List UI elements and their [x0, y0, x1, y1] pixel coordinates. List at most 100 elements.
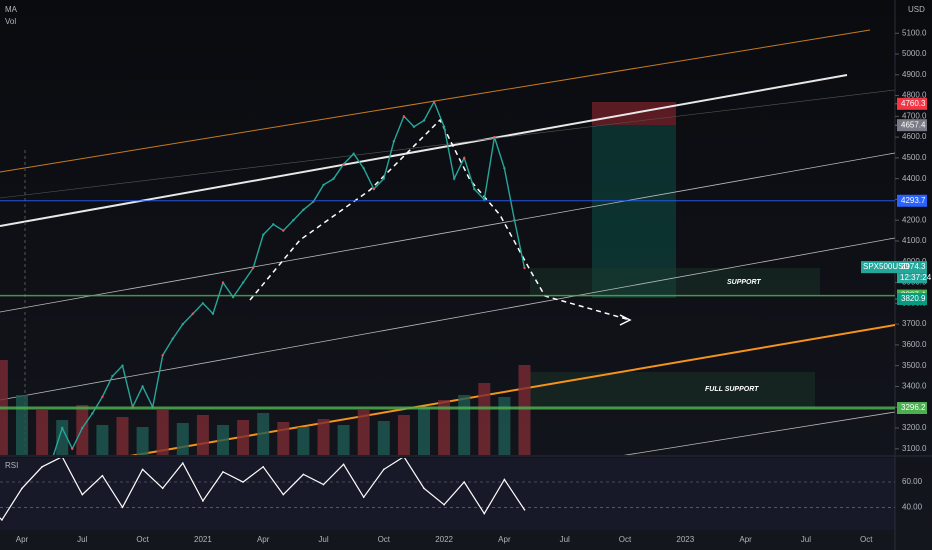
rsi-point [463, 481, 466, 483]
price-point [81, 426, 84, 430]
x-tick-label: Apr [257, 535, 270, 544]
price-point [332, 177, 335, 180]
volume-bar [418, 407, 430, 455]
volume-bar [498, 397, 511, 455]
volume-bar [176, 423, 189, 455]
price-point [91, 412, 94, 415]
volume-bar [377, 421, 390, 455]
x-tick-label: Jul [318, 535, 328, 544]
annotation: SUPPORT [727, 279, 761, 286]
y-tick-label: 3100.0 [902, 444, 927, 453]
price-point [71, 447, 74, 450]
price-point [352, 152, 355, 155]
price-point [503, 167, 506, 170]
price-point [442, 125, 446, 128]
rsi-point [342, 463, 345, 466]
volume-bar [397, 415, 410, 455]
y-tick-label: 3600.0 [902, 340, 927, 349]
volume-bar [458, 395, 471, 455]
price-point [473, 187, 476, 191]
price-point [161, 354, 164, 357]
y-tick-label: 3700.0 [902, 319, 927, 328]
price-label: 3820.9 [901, 294, 926, 303]
y-tick-label: 4700.0 [902, 111, 927, 120]
x-tick-label: Jul [801, 535, 811, 544]
price-point [432, 100, 436, 104]
x-tick-label: 2021 [194, 535, 212, 544]
full-support-zone [530, 372, 815, 408]
x-tick-label: Oct [136, 535, 149, 544]
volume-bar [156, 410, 169, 455]
price-point [302, 208, 305, 212]
y-tick-label: 4900.0 [902, 70, 927, 79]
annotation: FULL SUPPORT [705, 386, 759, 393]
x-tick-label: Jul [77, 535, 87, 544]
volume-bar [297, 427, 310, 455]
price-point [342, 162, 345, 166]
price-point [402, 115, 406, 118]
volume-bar [217, 425, 229, 455]
x-tick-label: Apr [498, 535, 511, 544]
price-point [292, 219, 295, 222]
channel-line [0, 29, 871, 173]
currency-label: USD [908, 5, 925, 14]
price-point [282, 229, 285, 232]
price-point [171, 337, 174, 340]
rsi [0, 458, 526, 521]
price-point [493, 135, 496, 139]
countdown: 12:37:24 [900, 273, 932, 282]
price-point [412, 125, 416, 128]
rsi-point [362, 496, 365, 498]
volume-bar [317, 419, 330, 455]
rsi-point [21, 487, 23, 490]
volume-bar [36, 410, 49, 455]
volume-bar [337, 425, 350, 455]
price-point [452, 177, 456, 180]
rsi-point [121, 506, 124, 509]
price-point [121, 364, 124, 367]
price-label-bg [897, 292, 927, 305]
y-tick-label: 3200.0 [902, 423, 927, 432]
price-point [211, 312, 215, 315]
volume-bar [237, 420, 250, 455]
rsi-point [202, 500, 204, 502]
x-tick-label: Apr [739, 535, 752, 544]
rsi-pane [0, 458, 895, 530]
rsi-point [262, 466, 265, 468]
rsi-point [383, 468, 385, 471]
projection-path [249, 118, 631, 321]
price-point [362, 167, 365, 170]
rsi-label: RSI [5, 461, 18, 470]
channel-line [623, 411, 895, 455]
rsi-point [523, 508, 526, 511]
rsi-point [322, 483, 325, 486]
rsi-point [161, 487, 164, 490]
rsi-point [81, 493, 84, 496]
y-tick-label: 3400.0 [902, 382, 927, 391]
target-zone [592, 125, 676, 298]
y-tick-label: 4100.0 [902, 236, 927, 245]
symbol-label-bg [861, 261, 897, 274]
price-point [191, 312, 195, 315]
channel-line [0, 152, 895, 313]
rsi-point [1, 519, 3, 521]
y-tick-label: 3500.0 [902, 361, 927, 370]
channel-line [0, 237, 895, 401]
volume-bar [76, 405, 89, 455]
price-point [181, 322, 184, 326]
rsi-line [0, 458, 525, 521]
y-tick-label: 5000.0 [902, 49, 927, 58]
y-tick-label: 4800.0 [902, 91, 927, 100]
volume-bar [257, 413, 270, 455]
price-label: 4293.7 [901, 196, 926, 205]
y-tick-label: 4600.0 [902, 132, 927, 141]
price-point [221, 281, 225, 284]
price-point [241, 281, 245, 284]
volume-bar [136, 427, 149, 455]
x-tick-label: Oct [378, 535, 391, 544]
price-point [382, 177, 385, 180]
rsi-tick-label: 60.00 [902, 477, 923, 486]
price-point [262, 233, 265, 236]
price-point [272, 223, 275, 226]
indicator-label: Vol [5, 17, 16, 26]
